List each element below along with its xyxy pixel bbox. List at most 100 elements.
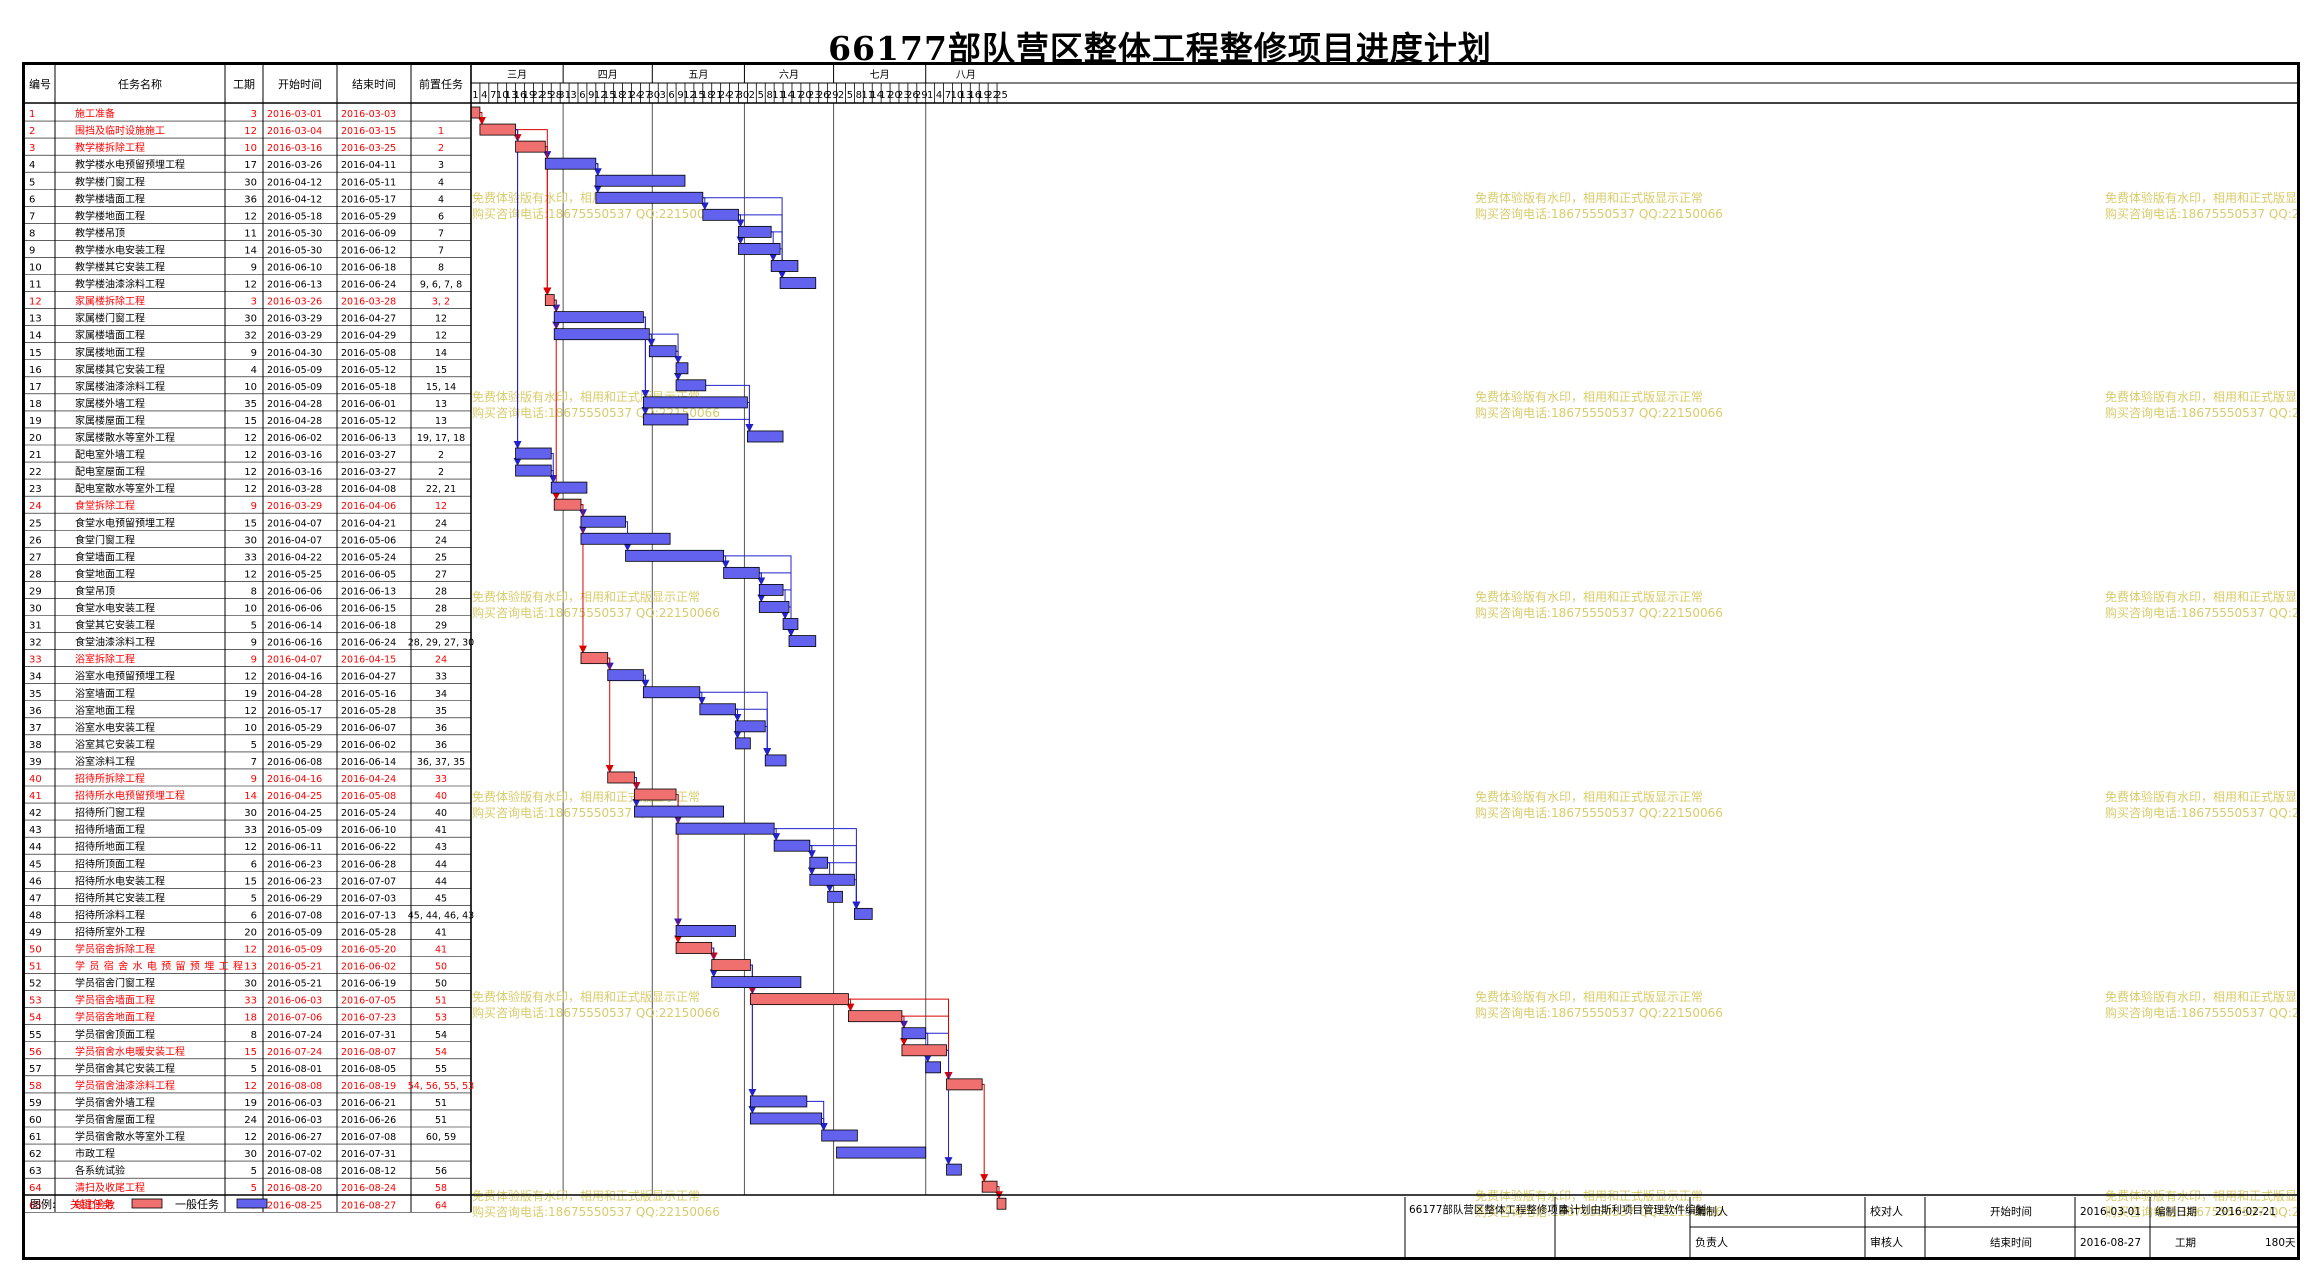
row-task-name: 教学楼其它安装工程 [75, 261, 165, 274]
watermark-text: 免费体验版有水印，相用和正式版显示正常 [1475, 789, 1703, 804]
row-task-name: 家属楼门窗工程 [75, 312, 145, 325]
row-id: 46 [29, 876, 42, 887]
normal-task-bar [553, 328, 650, 341]
footer-start-value: 2016-03-01 [2080, 1206, 2141, 1218]
row-task-name: 教学楼吊顶 [75, 226, 125, 239]
row-end: 2016-06-13 [341, 586, 396, 597]
normal-task-bar [580, 532, 671, 545]
row-task-name: 家属楼油漆涂料工程 [75, 380, 165, 393]
day-tick-label: 27 [728, 90, 741, 101]
row-end: 2016-05-12 [341, 416, 396, 427]
row-task-name: 招待所涂料工程 [75, 908, 145, 921]
day-tick-label: 14 [870, 90, 883, 101]
row-predecessors: 51 [435, 996, 447, 1007]
normal-task-bar [779, 277, 817, 289]
row-predecessors: 36 [435, 723, 447, 734]
row-predecessors: 14 [435, 348, 447, 359]
day-tick-label: 20 [888, 90, 901, 101]
row-end: 2016-04-11 [341, 160, 396, 171]
row-start: 2016-03-16 [267, 143, 322, 154]
normal-task-bar [782, 618, 799, 630]
row-id: 33 [29, 655, 42, 666]
row-id: 62 [29, 1149, 42, 1160]
normal-task-bar [901, 1027, 927, 1040]
day-tick-label: 19 [977, 90, 990, 101]
row-predecessors: 24 [435, 655, 447, 666]
row-end: 2016-07-08 [341, 1132, 396, 1143]
normal-task-bar [607, 669, 644, 682]
footer-made-date-value: 2016-02-21 [2215, 1206, 2276, 1218]
row-start: 2016-06-29 [267, 893, 322, 904]
row-predecessors: 4 [438, 194, 444, 205]
row-task-name: 食堂油漆涂料工程 [75, 636, 155, 649]
watermark-text: 免费体验版有水印，相用和正式版显示正常 [2105, 190, 2297, 205]
row-task-name: 家属楼散水等室外工程 [75, 431, 175, 444]
dependency-link [774, 828, 861, 910]
row-start: 2016-08-08 [267, 1081, 322, 1092]
row-end: 2016-06-22 [341, 842, 396, 853]
row-start: 2016-04-30 [267, 348, 322, 359]
row-id: 26 [29, 535, 42, 546]
row-duration: 14 [244, 791, 257, 802]
row-start: 2016-05-09 [267, 365, 322, 376]
row-start: 2016-06-06 [267, 586, 322, 597]
row-duration: 8 [251, 586, 257, 597]
column-header: 结束时间 [352, 78, 396, 91]
column-header: 编号 [29, 77, 51, 91]
normal-task-bar [675, 822, 775, 835]
legend-normal-label: 一般任务 [175, 1198, 219, 1211]
normal-task-bar [699, 703, 736, 716]
day-tick-label: 26 [906, 90, 919, 101]
critical-task-bar [848, 1010, 903, 1023]
row-task-name: 市政工程 [75, 1147, 115, 1160]
row-predecessors: 6 [438, 211, 444, 222]
row-predecessors: 54, 56, 55, 53 [408, 1081, 474, 1092]
row-end: 2016-07-23 [341, 1013, 396, 1024]
day-tick-label: 31 [558, 90, 571, 101]
row-predecessors: 60, 59 [426, 1132, 456, 1143]
footer-proofreader-label: 校对人 [1870, 1204, 1903, 1218]
row-predecessors: 51 [435, 1115, 447, 1126]
row-predecessors: 28 [435, 586, 447, 597]
row-end: 2016-03-27 [341, 450, 396, 461]
row-start: 2016-03-26 [267, 297, 322, 308]
dependency-link [552, 299, 561, 501]
row-predecessors: 24 [435, 535, 447, 546]
row-predecessors: 8 [438, 263, 444, 274]
critical-task-bar [515, 140, 546, 153]
day-tick-label: 4 [936, 90, 942, 101]
normal-task-bar [675, 379, 707, 392]
normal-task-bar [738, 242, 781, 255]
dependency-link [605, 657, 614, 773]
row-duration: 12 [244, 211, 257, 222]
row-end: 2016-06-28 [341, 859, 396, 870]
row-task-name: 招待所门窗工程 [75, 806, 145, 819]
row-task-name: 学员宿舍地面工程 [75, 1011, 155, 1024]
row-duration: 30 [244, 1149, 257, 1160]
footer-made-date-label: 编制日期 [2155, 1205, 2197, 1218]
footer-project-name: 66177部队营区整体工程整修项目 [1409, 1203, 1568, 1216]
row-duration: 5 [251, 1166, 257, 1177]
dependency-link [745, 401, 754, 432]
row-end: 2016-05-24 [341, 552, 396, 563]
day-tick-label: 9 [677, 90, 683, 101]
row-predecessors: 15 [435, 365, 447, 376]
row-task-name: 配电室屋面工程 [75, 465, 145, 478]
row-task-name: 学员宿舍顶面工程 [75, 1028, 155, 1041]
row-task-name: 浴室其它安装工程 [75, 738, 155, 751]
row-start: 2016-06-11 [267, 842, 322, 853]
row-id: 18 [29, 399, 42, 410]
row-duration: 30 [244, 979, 257, 990]
day-tick-label: 30 [647, 90, 660, 101]
month-label: 五月 [688, 69, 708, 81]
day-tick-label: 14 [781, 90, 794, 101]
row-task-name: 教学楼拆除工程 [75, 141, 145, 154]
row-start: 2016-04-07 [267, 535, 322, 546]
row-task-name: 家属楼外墙工程 [75, 397, 145, 410]
row-start: 2016-06-16 [267, 638, 322, 649]
row-end: 2016-08-19 [341, 1081, 396, 1092]
row-duration: 10 [244, 723, 257, 734]
footer-duration-value: 180天 [2265, 1237, 2296, 1249]
row-duration: 30 [244, 177, 257, 188]
day-tick-label: 12 [594, 90, 607, 101]
